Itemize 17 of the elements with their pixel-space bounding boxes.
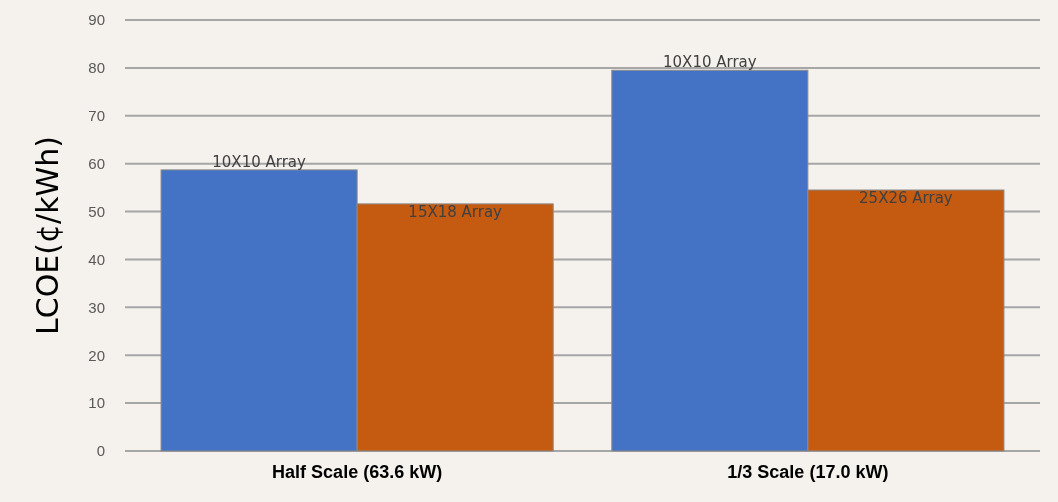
annotation: 15X18 Array [408, 202, 503, 221]
annotation: 10X10 Array [663, 53, 757, 72]
y-tick-label: 80 [88, 59, 105, 77]
y-tick-label: 0 [96, 442, 105, 460]
y-tick-label: 40 [88, 250, 105, 268]
y-tick-label: 50 [88, 202, 105, 220]
y-axis-title: LCOE(¢/kWh) [30, 136, 65, 335]
y-tick-label: 20 [88, 346, 105, 364]
y-tick-label: 60 [88, 154, 105, 172]
annotation: 25X26 Array [859, 189, 953, 208]
y-tick-label: 30 [88, 298, 105, 316]
y-tick-label: 70 [88, 107, 105, 125]
annotation: 10X10 Array [212, 152, 307, 171]
y-tick-label: 90 [88, 11, 105, 29]
x-tick-label: 1/3 Scale (17.0 kW) [727, 461, 889, 482]
y-tick-label: 10 [88, 394, 105, 412]
x-tick-label: Half Scale (63.6 kW) [272, 461, 443, 482]
